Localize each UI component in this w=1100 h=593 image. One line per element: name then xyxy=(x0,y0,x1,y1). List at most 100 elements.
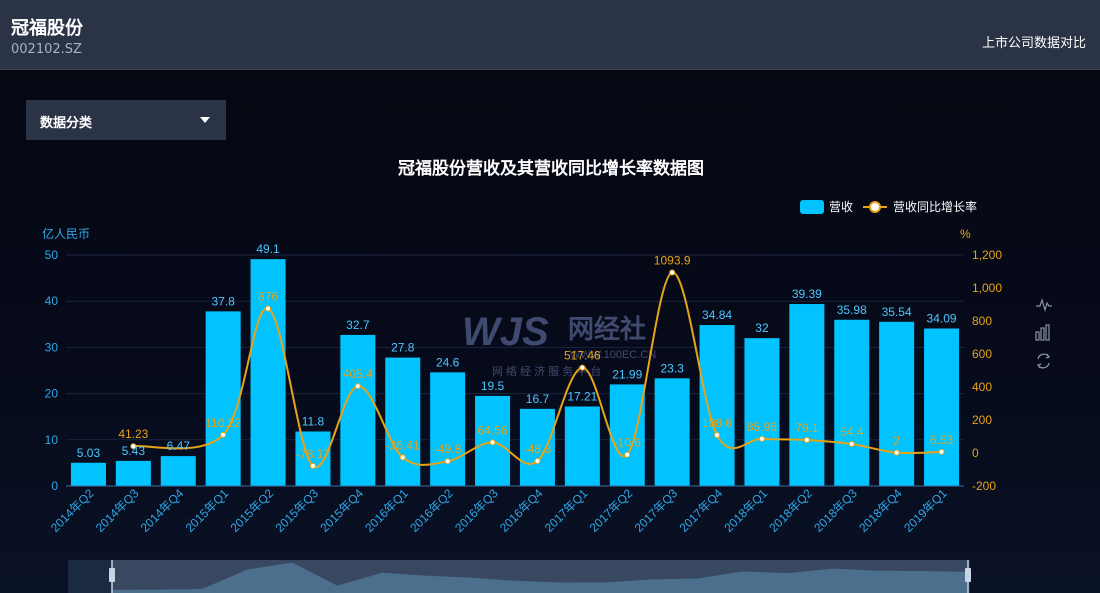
x-axis-tick: 2014年Q2 xyxy=(48,486,97,535)
chart-toolbox xyxy=(1035,298,1052,369)
line-value-label: 405.4 xyxy=(343,367,373,381)
datazoom-handle-left[interactable] xyxy=(109,560,115,593)
bar xyxy=(744,338,780,486)
x-axis-tick: 2014年Q4 xyxy=(138,486,187,535)
line-point xyxy=(265,305,272,312)
chevron-down-icon xyxy=(200,117,210,123)
x-axis-tick: 2016年Q4 xyxy=(497,486,546,535)
watermark-site: WWW.100EC.CN xyxy=(570,349,656,361)
line-chart-icon[interactable] xyxy=(1036,298,1052,313)
bar-value-label: 24.6 xyxy=(436,355,460,369)
x-axis-tick: 2015年Q3 xyxy=(272,486,321,535)
bar-value-label: 35.54 xyxy=(882,305,912,319)
bar xyxy=(70,462,106,486)
bar-value-label: 37.8 xyxy=(211,294,235,308)
line-value-label: -49.8 xyxy=(434,442,462,456)
bar-value-label: 5.03 xyxy=(77,446,101,460)
line-value-label: -48.8 xyxy=(524,442,552,456)
compare-link[interactable]: 上市公司数据对比 xyxy=(981,36,1086,51)
datazoom-slider[interactable] xyxy=(68,560,971,593)
right-axis-tick: 800 xyxy=(972,314,992,328)
watermark-logo: WJS xyxy=(462,310,549,354)
x-axis-tick: 2018年Q4 xyxy=(856,486,905,535)
grid-lines xyxy=(66,254,964,441)
right-axis-unit: % xyxy=(960,227,971,241)
bar-value-label: 27.8 xyxy=(391,341,415,355)
bar-value-label: 19.5 xyxy=(481,379,505,393)
line-point xyxy=(758,435,765,442)
line-value-label: 110.22 xyxy=(205,416,241,430)
bar-value-label: 32.7 xyxy=(346,318,370,332)
bar-series xyxy=(70,259,960,486)
legend-bar-label[interactable]: 营收 xyxy=(829,200,853,214)
x-axis-tick: 2019年Q1 xyxy=(901,486,950,535)
bar-value-label: 17.21 xyxy=(567,389,597,403)
line-value-label: -26.41 xyxy=(386,438,420,452)
left-axis-tick: 40 xyxy=(45,294,59,308)
left-axis-unit: 亿人民币 xyxy=(42,226,90,241)
left-axis-tick: 10 xyxy=(45,433,59,447)
right-axis-tick: -200 xyxy=(972,479,996,493)
x-axis-tick: 2016年Q1 xyxy=(362,486,411,535)
bar xyxy=(609,384,645,486)
x-axis-tick: 2015年Q4 xyxy=(317,486,366,535)
datazoom-handle-right[interactable] xyxy=(965,560,971,593)
left-axis-tick: 20 xyxy=(45,387,59,401)
x-axis-tick: 2018年Q1 xyxy=(721,486,770,535)
datazoom-preview xyxy=(112,562,968,593)
legend-line-label[interactable]: 营收同比增长率 xyxy=(893,199,977,214)
bar xyxy=(699,325,735,486)
line-point xyxy=(624,451,631,458)
legend-line-marker xyxy=(869,201,881,213)
line-point xyxy=(130,443,137,450)
company-name: 冠福股份 xyxy=(11,18,83,39)
bar xyxy=(834,319,870,486)
x-axis-tick: 2016年Q3 xyxy=(452,486,501,535)
left-axis-tick: 0 xyxy=(51,479,58,493)
bar-value-label: 34.09 xyxy=(927,312,957,326)
line-series xyxy=(130,269,945,469)
line-value-label: 41.23 xyxy=(118,427,148,441)
line-value-label: 2 xyxy=(893,434,900,448)
watermark: WJS 网经社 WWW.100EC.CN 网 络 经 济 服 务 平 台 xyxy=(462,310,656,378)
line-value-label: 54.4 xyxy=(840,425,864,439)
line-value-label: 876 xyxy=(258,289,278,303)
bar xyxy=(654,378,690,486)
left-axis-tick: 50 xyxy=(45,248,59,262)
right-axis-tick: 200 xyxy=(972,413,992,427)
line-point xyxy=(220,431,227,438)
datazoom-window[interactable] xyxy=(112,560,968,593)
bar-value-label: 11.8 xyxy=(302,414,325,428)
bar xyxy=(115,460,151,486)
bar-value-label: 39.39 xyxy=(792,287,822,301)
bar-value-label: 16.7 xyxy=(526,392,550,406)
bar-chart-icon[interactable] xyxy=(1035,324,1050,341)
x-axis-tick: 2017年Q2 xyxy=(587,486,636,535)
line-value-label: 85.96 xyxy=(747,420,777,434)
x-axis-tick: 2016年Q2 xyxy=(407,486,456,535)
chart-title: 冠福股份营收及其营收同比增长率数据图 xyxy=(398,158,704,178)
bar-value-label: 32 xyxy=(755,321,769,335)
bar-value-label: 6.47 xyxy=(167,439,191,453)
line-point xyxy=(803,436,810,443)
line-value-label: -78.17 xyxy=(296,447,330,461)
stock-code: 002102.SZ xyxy=(11,42,82,57)
legend-bar-swatch[interactable] xyxy=(800,200,824,214)
line-value-label: -10.6 xyxy=(614,436,642,450)
bar-value-label: 35.98 xyxy=(837,303,867,317)
bar xyxy=(924,328,960,486)
x-axis-tick: 2017年Q1 xyxy=(542,486,591,535)
bar xyxy=(564,406,600,486)
bar xyxy=(340,334,376,486)
line-point xyxy=(489,439,496,446)
bar-value-label: 34.84 xyxy=(702,308,732,322)
watermark-brand: 网经社 xyxy=(568,314,646,344)
header-bar: 冠福股份 002102.SZ 上市公司数据对比 xyxy=(0,0,1100,70)
restore-icon[interactable] xyxy=(1037,353,1050,369)
bar-value-label: 5.43 xyxy=(122,444,146,458)
right-axis-tick: 600 xyxy=(972,347,992,361)
data-category-dropdown[interactable]: 数据分类 xyxy=(26,100,226,140)
line-point xyxy=(714,432,721,439)
bar-value-label: 21.99 xyxy=(612,367,642,381)
